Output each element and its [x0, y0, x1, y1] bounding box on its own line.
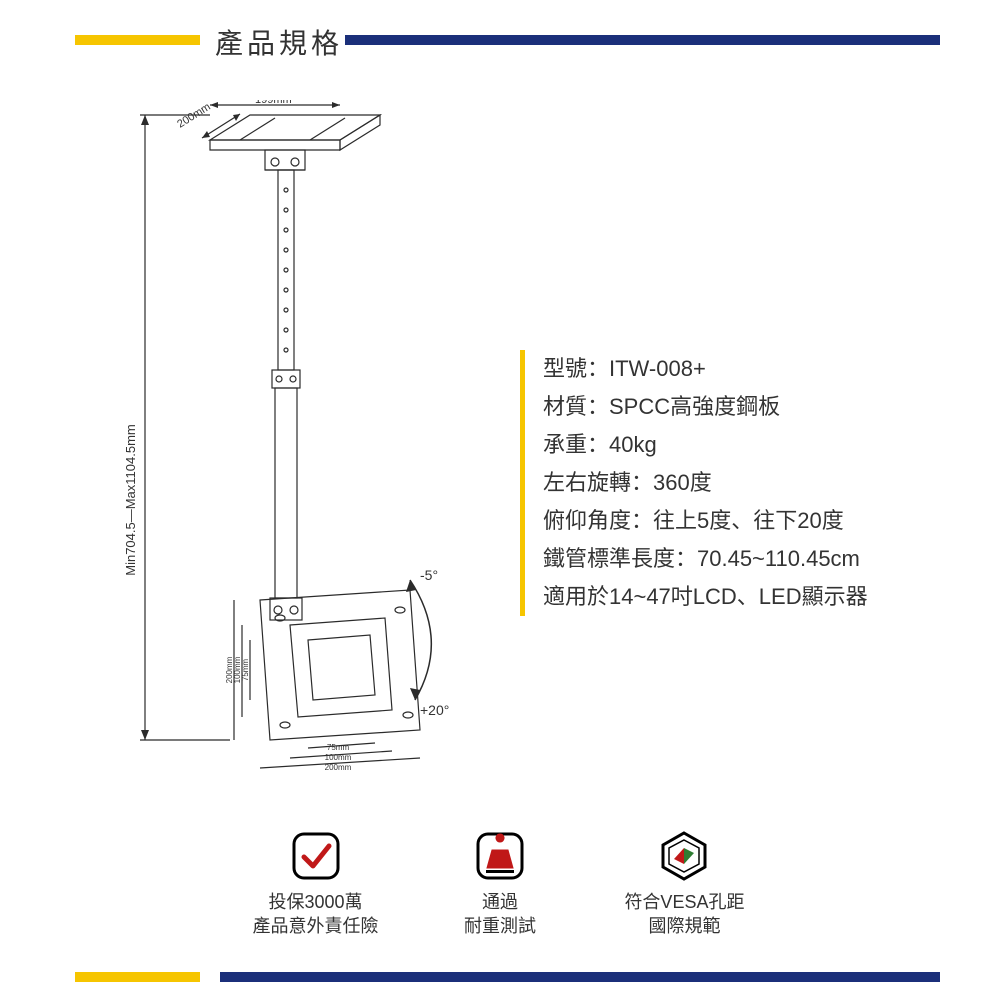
spec-block: 型號：ITW-008+ 材質：SPCC高強度鋼板 承重：40kg 左右旋轉：36… [520, 350, 868, 616]
spec-line: 適用於14~47吋LCD、LED顯示器 [543, 578, 868, 616]
badge-line2: 國際規範 [648, 916, 720, 936]
weight-icon [474, 830, 526, 882]
badge-loadtest: 通過 耐重測試 [410, 830, 590, 938]
spec-line: 材質：SPCC高強度鋼板 [543, 388, 868, 426]
vesa-h3: 200mm [325, 763, 352, 772]
badge-vesa: 符合VESA孔距 國際規範 [594, 830, 774, 938]
header-divider [0, 35, 1000, 45]
header-bar-blue [345, 35, 940, 45]
vesa-h2: 100mm [325, 753, 352, 762]
footer-bar-blue [220, 972, 940, 982]
check-icon [290, 830, 342, 882]
badge-line1: 投保3000萬 [269, 892, 363, 912]
badge-line1: 通過 [482, 892, 518, 912]
badge-line2: 產品意外責任險 [253, 916, 379, 936]
dim-top-width: 199mm [255, 100, 292, 106]
angle-up: -5° [420, 567, 438, 583]
dim-top-depth: 200mm [175, 101, 212, 131]
footer-bar-yellow [75, 972, 200, 982]
badge-text: 投保3000萬 產品意外責任險 [226, 890, 406, 938]
spec-line: 承重：40kg [543, 426, 868, 464]
section-title: 產品規格 [215, 22, 343, 62]
spec-line: 左右旋轉：360度 [543, 464, 868, 502]
spec-line: 鐵管標準長度：70.45~110.45cm [543, 540, 868, 578]
badge-text: 符合VESA孔距 國際規範 [594, 890, 774, 938]
spec-line: 型號：ITW-008+ [543, 350, 868, 388]
dim-height: Min704.5—Max1104.5mm [123, 424, 138, 576]
badge-text: 通過 耐重測試 [410, 890, 590, 938]
vesa-h1: 75mm [327, 743, 350, 752]
header-bar-yellow [75, 35, 200, 45]
vesa-v2: 100mm [233, 656, 242, 683]
badge-insurance: 投保3000萬 產品意外責任險 [226, 830, 406, 938]
product-diagram: 199mm 200mm Min704.5—Max1104.5mm -5° +20… [80, 100, 500, 780]
vesa-v1: 75mm [241, 659, 250, 682]
angle-down: +20° [420, 702, 449, 718]
badge-line1: 符合VESA孔距 [624, 892, 744, 912]
vesa-v3: 200mm [225, 656, 234, 683]
spec-line: 俯仰角度：往上5度、往下20度 [543, 502, 868, 540]
footer-divider [0, 972, 1000, 982]
vesa-icon [658, 830, 710, 882]
badge-row: 投保3000萬 產品意外責任險 通過 耐重測試 符合VESA孔距 [0, 830, 1000, 938]
badge-line2: 耐重測試 [464, 916, 536, 936]
